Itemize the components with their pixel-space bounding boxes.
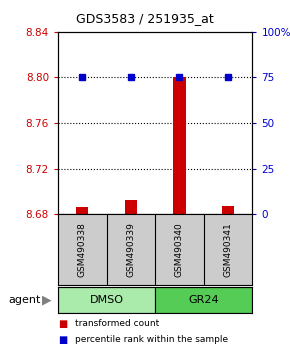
Text: DMSO: DMSO (90, 295, 124, 305)
Text: GSM490339: GSM490339 (126, 222, 135, 277)
Text: ■: ■ (58, 335, 67, 345)
Text: ▶: ▶ (41, 293, 51, 307)
Text: transformed count: transformed count (75, 319, 160, 329)
Text: GSM490338: GSM490338 (78, 222, 87, 277)
Text: GSM490341: GSM490341 (224, 222, 233, 277)
Bar (125, 200, 137, 214)
Text: percentile rank within the sample: percentile rank within the sample (75, 335, 229, 344)
Bar (155, 287, 252, 313)
Text: agent: agent (9, 295, 41, 305)
Bar (76, 207, 88, 214)
Text: ■: ■ (58, 319, 67, 329)
Text: GSM490340: GSM490340 (175, 222, 184, 277)
Text: GDS3583 / 251935_at: GDS3583 / 251935_at (76, 12, 214, 25)
Text: GR24: GR24 (188, 295, 219, 305)
Bar (222, 206, 234, 214)
Bar (58, 287, 155, 313)
Bar (173, 78, 186, 214)
